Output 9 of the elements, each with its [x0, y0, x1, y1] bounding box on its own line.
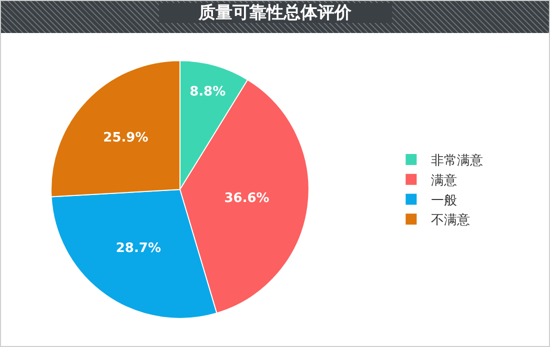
- data-label: 28.7%: [116, 241, 161, 256]
- chart-title: 质量可靠性总体评价: [158, 3, 392, 23]
- data-label: 25.9%: [103, 130, 148, 146]
- data-label: 8.8%: [190, 84, 226, 100]
- legend-label: 一般: [431, 193, 458, 208]
- legend-label: 满意: [431, 173, 458, 188]
- legend-label: 非常满意: [431, 154, 484, 169]
- legend-label: 不满意: [431, 213, 470, 228]
- data-label: 36.6%: [224, 190, 270, 206]
